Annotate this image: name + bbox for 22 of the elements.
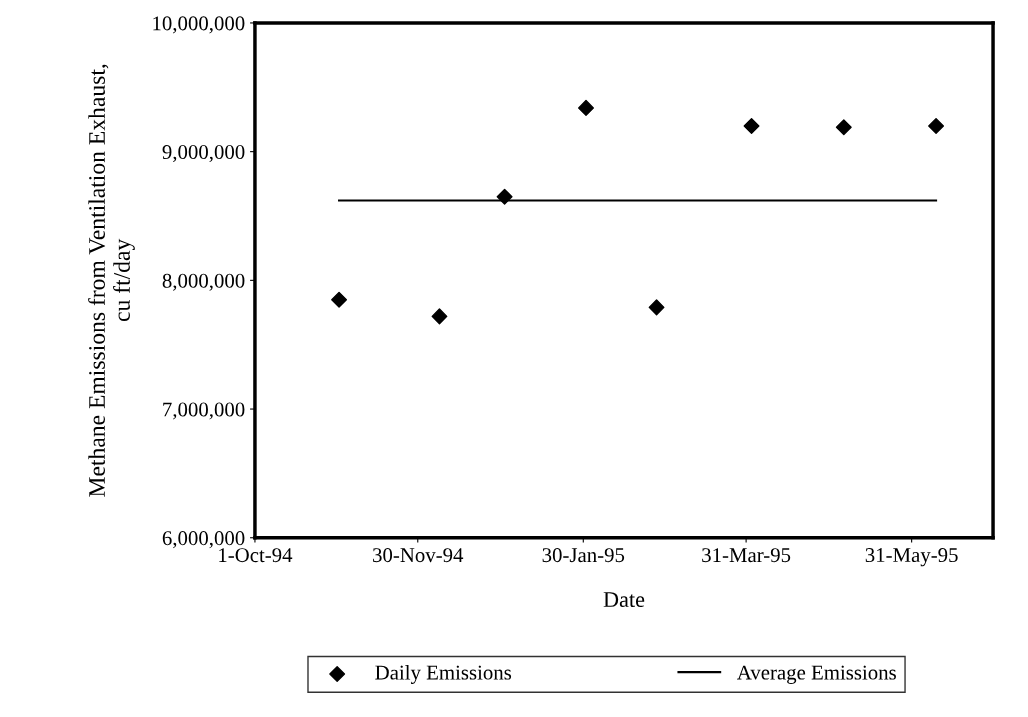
y-tick-label: 6,000,000 [162,531,245,549]
y-tick-label: 8,000,000 [162,273,245,291]
point [431,308,448,325]
point [835,119,852,136]
point [648,299,665,316]
x-tick-label: 30-Nov-94 [373,548,464,563]
y-tick-label: 9,000,000 [162,145,245,163]
point [743,117,760,134]
x-axis-title: Date [603,592,645,607]
point [496,188,513,205]
y-tick-label: 7,000,000 [163,402,245,420]
x-tick-label: 31-May-95 [865,548,958,567]
x-tick-label: 31-Mar-95 [702,548,791,563]
legend-label: Average Emissions [737,665,896,684]
point [928,117,945,134]
point [578,99,594,116]
x-tick-label: 30-Jan-95 [542,548,625,563]
point [331,291,348,308]
legend-label: Daily Emissions [375,664,512,684]
x-tick-label: 1-Oct-94 [219,548,293,563]
y-axis-title: Methane Emissions from Ventilation Exhaust, cu ft/day [88,64,135,497]
y-tick-label: 10,000,000 [153,16,245,34]
